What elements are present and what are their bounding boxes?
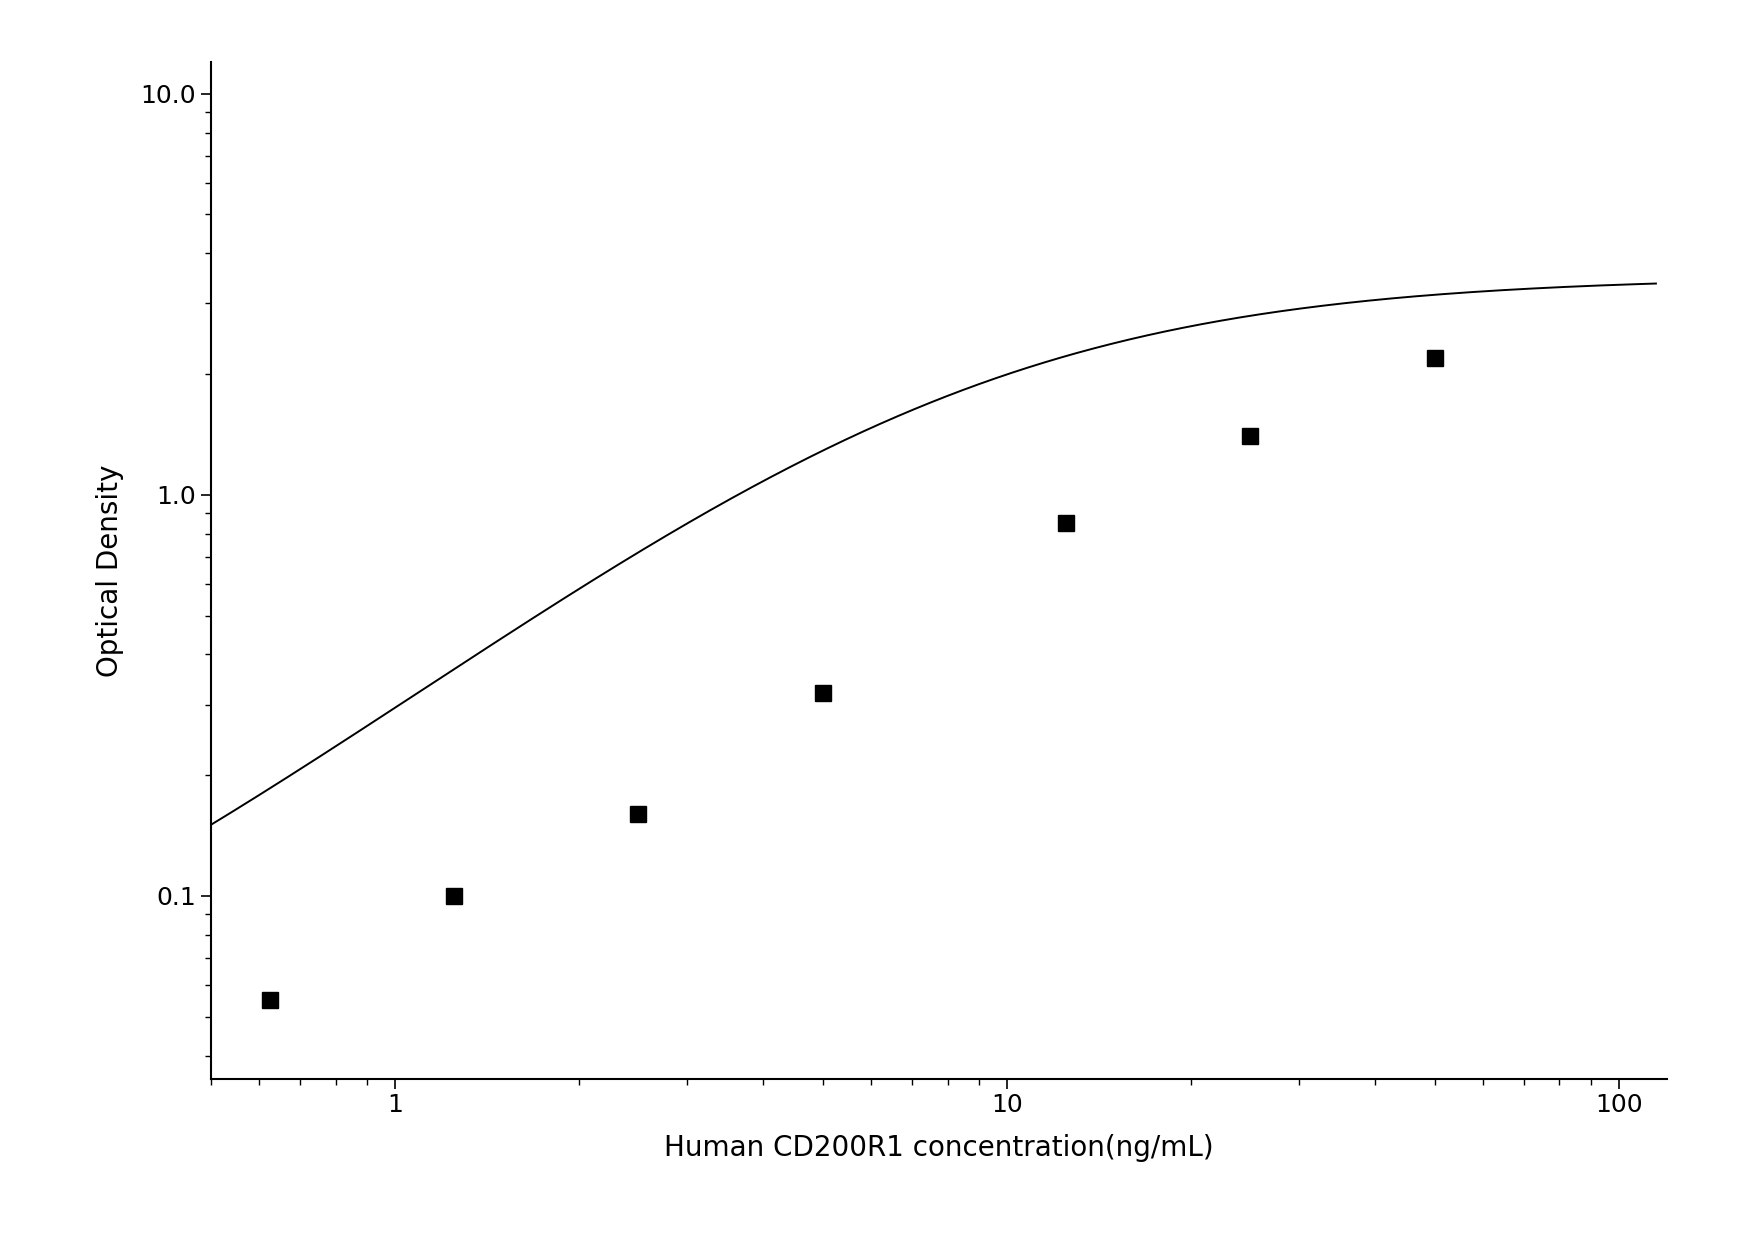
X-axis label: Human CD200R1 concentration(ng/mL): Human CD200R1 concentration(ng/mL) (663, 1135, 1214, 1162)
Y-axis label: Optical Density: Optical Density (97, 464, 123, 677)
